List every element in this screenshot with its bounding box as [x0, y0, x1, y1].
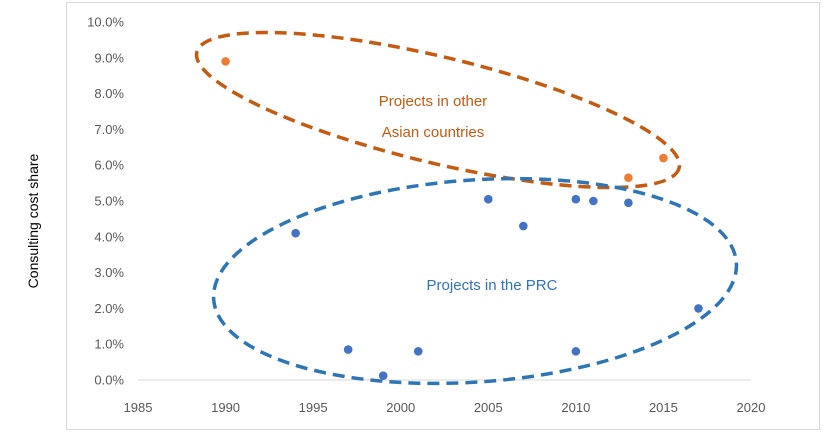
y-tick-label: 5.0% — [94, 194, 124, 209]
x-tick-label: 2005 — [474, 400, 503, 415]
prc-point — [589, 196, 598, 206]
y-tick-label: 8.0% — [94, 86, 124, 101]
y-axis-label: Consulting cost share — [25, 153, 41, 288]
prc-point — [291, 228, 300, 238]
y-tick-label: 7.0% — [94, 122, 124, 137]
x-tick-label: 1985 — [124, 400, 153, 415]
x-tick-label: 2020 — [737, 400, 766, 415]
prc-point — [624, 198, 633, 208]
prc-point — [519, 221, 528, 231]
y-tick-labels: 0.0% 1.0% 2.0% 3.0% 4.0% 5.0% 6.0% 7.0% 8.0% 9.0%… — [87, 15, 124, 388]
prc-point — [378, 371, 388, 381]
y-tick-label: 6.0% — [94, 158, 124, 173]
other-asian-countries-ellipse — [194, 30, 682, 190]
prc-point — [571, 194, 581, 204]
y-tick-label: 3.0% — [94, 265, 124, 280]
y-tick-label: 2.0% — [94, 301, 124, 316]
y-tick-label: 4.0% — [94, 229, 124, 244]
annotations: Projects in other Asian countries Projects… — [379, 93, 558, 294]
y-tick-label: 10.0% — [87, 15, 124, 30]
other-asia-point — [221, 57, 230, 66]
other-asia-point — [624, 173, 633, 183]
other-asian-countries-label: Projects in other — [379, 93, 487, 110]
y-tick-label: 9.0% — [94, 50, 124, 65]
group-ellipses — [194, 30, 739, 386]
chart-frame — [66, 2, 820, 430]
other-asia-point — [659, 153, 668, 163]
data-points — [221, 57, 703, 381]
x-tick-label: 2010 — [561, 400, 590, 415]
x-tick-label: 1990 — [211, 400, 240, 415]
x-tick-labels: 1985 1990 1995 2000 2005 2010 2015 2020 — [124, 400, 766, 415]
prc-point — [413, 347, 423, 356]
y-tick-label: 1.0% — [94, 337, 124, 352]
prc-point — [343, 345, 353, 354]
prc-point — [694, 304, 703, 313]
x-tick-label: 1995 — [299, 400, 328, 415]
other-asian-countries-label: Asian countries — [382, 124, 485, 141]
y-tick-label: 0.0% — [94, 373, 124, 388]
prc-point — [483, 194, 493, 204]
prc-point — [571, 347, 581, 356]
x-tick-label: 2000 — [386, 400, 415, 415]
prc-label: Projects in the PRC — [427, 277, 558, 294]
prc-projects-ellipse — [211, 176, 739, 386]
x-tick-label: 2015 — [649, 400, 678, 415]
